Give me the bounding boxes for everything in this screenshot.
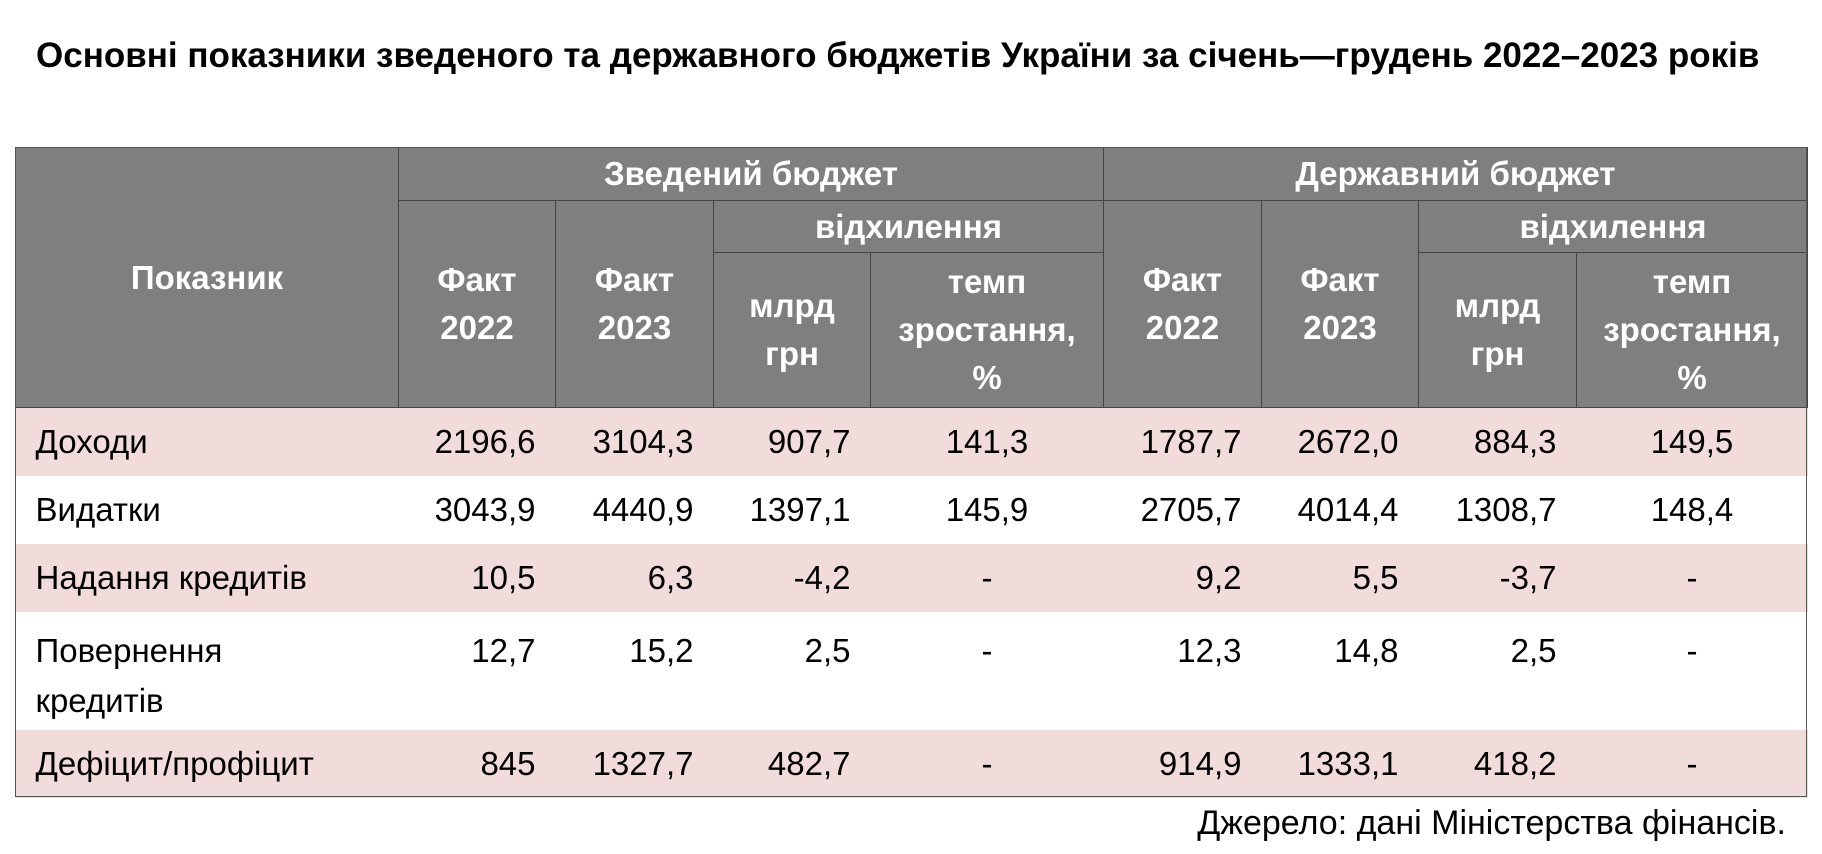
header-indicator: Показник bbox=[15, 147, 399, 408]
cell-consolidated-2022: 2196,6 bbox=[398, 407, 556, 476]
row-label: Видатки bbox=[15, 476, 399, 544]
cell-state-2022: 12,3 bbox=[1103, 612, 1262, 730]
cell-state-2022: 1787,7 bbox=[1103, 407, 1262, 476]
cell-state-2023: 1333,1 bbox=[1261, 730, 1419, 798]
header-consolidated-fact-2023: Факт 2023 bbox=[555, 200, 714, 408]
cell-state-2023: 4014,4 bbox=[1261, 476, 1419, 544]
cell-consolidated-2023: 15,2 bbox=[555, 612, 714, 730]
cell-state-deviation: 2,5 bbox=[1418, 612, 1577, 730]
row-label: Доходи bbox=[15, 407, 399, 476]
header-consolidated-deviation: відхилення bbox=[713, 200, 1104, 253]
cell-consolidated-2023: 4440,9 bbox=[555, 476, 714, 544]
table-row-expenditures: Видатки 3043,9 4440,9 1397,1 145,9 2705,… bbox=[15, 476, 1808, 544]
source-note: Джерело: дані Міністерства фінансів. bbox=[1197, 804, 1786, 842]
header-consolidated-growth-rate: темп зростання,% bbox=[870, 252, 1104, 408]
header-state-fact-2023: Факт 2023 bbox=[1261, 200, 1419, 408]
header-state-fact-2022: Факт 2022 bbox=[1103, 200, 1262, 408]
cell-consolidated-2023: 1327,7 bbox=[555, 730, 714, 798]
cell-state-growth: - bbox=[1576, 612, 1808, 730]
cell-consolidated-deviation: 907,7 bbox=[713, 407, 871, 476]
cell-state-2022: 914,9 bbox=[1103, 730, 1262, 798]
row-label: Повернення кредитів bbox=[15, 612, 399, 730]
header-state-deviation: відхилення bbox=[1418, 200, 1808, 253]
cell-consolidated-deviation: 482,7 bbox=[713, 730, 871, 798]
cell-consolidated-growth: - bbox=[870, 730, 1104, 798]
header-consolidated-fact-2022: Факт 2022 bbox=[398, 200, 556, 408]
cell-consolidated-2023: 3104,3 bbox=[555, 407, 714, 476]
header-state-bn-uah: млрд грн bbox=[1418, 252, 1577, 408]
table-row-deficit-surplus: Дефіцит/профіцит 845 1327,7 482,7 - 914,… bbox=[15, 730, 1808, 798]
cell-consolidated-2022: 3043,9 bbox=[398, 476, 556, 544]
cell-state-growth: 149,5 bbox=[1576, 407, 1808, 476]
cell-consolidated-2022: 845 bbox=[398, 730, 556, 798]
cell-state-2022: 9,2 bbox=[1103, 544, 1262, 612]
cell-consolidated-growth: 141,3 bbox=[870, 407, 1104, 476]
cell-consolidated-growth: - bbox=[870, 544, 1104, 612]
budget-table: Показник Зведений бюджет Державний бюдже… bbox=[15, 147, 1808, 798]
cell-state-growth: - bbox=[1576, 730, 1808, 798]
cell-consolidated-deviation: 2,5 bbox=[713, 612, 871, 730]
cell-state-2023: 5,5 bbox=[1261, 544, 1419, 612]
row-label: Дефіцит/профіцит bbox=[15, 730, 399, 798]
cell-consolidated-2023: 6,3 bbox=[555, 544, 714, 612]
row-label: Надання кредитів bbox=[15, 544, 399, 612]
cell-state-deviation: 884,3 bbox=[1418, 407, 1577, 476]
cell-consolidated-growth: 145,9 bbox=[870, 476, 1104, 544]
table-row-lending: Надання кредитів 10,5 6,3 -4,2 - 9,2 5,5… bbox=[15, 544, 1808, 612]
cell-state-growth: 148,4 bbox=[1576, 476, 1808, 544]
cell-state-deviation: 418,2 bbox=[1418, 730, 1577, 798]
cell-state-2023: 2672,0 bbox=[1261, 407, 1419, 476]
cell-consolidated-2022: 10,5 bbox=[398, 544, 556, 612]
table-title: Основні показники зведеного та державног… bbox=[36, 36, 1760, 75]
cell-consolidated-growth: - bbox=[870, 612, 1104, 730]
header-consolidated-budget: Зведений бюджет bbox=[398, 147, 1104, 201]
header-state-budget: Державний бюджет bbox=[1103, 147, 1808, 201]
cell-consolidated-deviation: 1397,1 bbox=[713, 476, 871, 544]
cell-consolidated-deviation: -4,2 bbox=[713, 544, 871, 612]
header-consolidated-bn-uah: млрд грн bbox=[713, 252, 871, 408]
header-state-growth-rate: темп зростання,% bbox=[1576, 252, 1808, 408]
cell-state-deviation: 1308,7 bbox=[1418, 476, 1577, 544]
cell-state-deviation: -3,7 bbox=[1418, 544, 1577, 612]
cell-consolidated-2022: 12,7 bbox=[398, 612, 556, 730]
cell-state-growth: - bbox=[1576, 544, 1808, 612]
table-row-loan-repayment: Повернення кредитів 12,7 15,2 2,5 - 12,3 … bbox=[15, 612, 1808, 730]
cell-state-2023: 14,8 bbox=[1261, 612, 1419, 730]
cell-state-2022: 2705,7 bbox=[1103, 476, 1262, 544]
table-row-revenues: Доходи 2196,6 3104,3 907,7 141,3 1787,7 … bbox=[15, 407, 1808, 476]
